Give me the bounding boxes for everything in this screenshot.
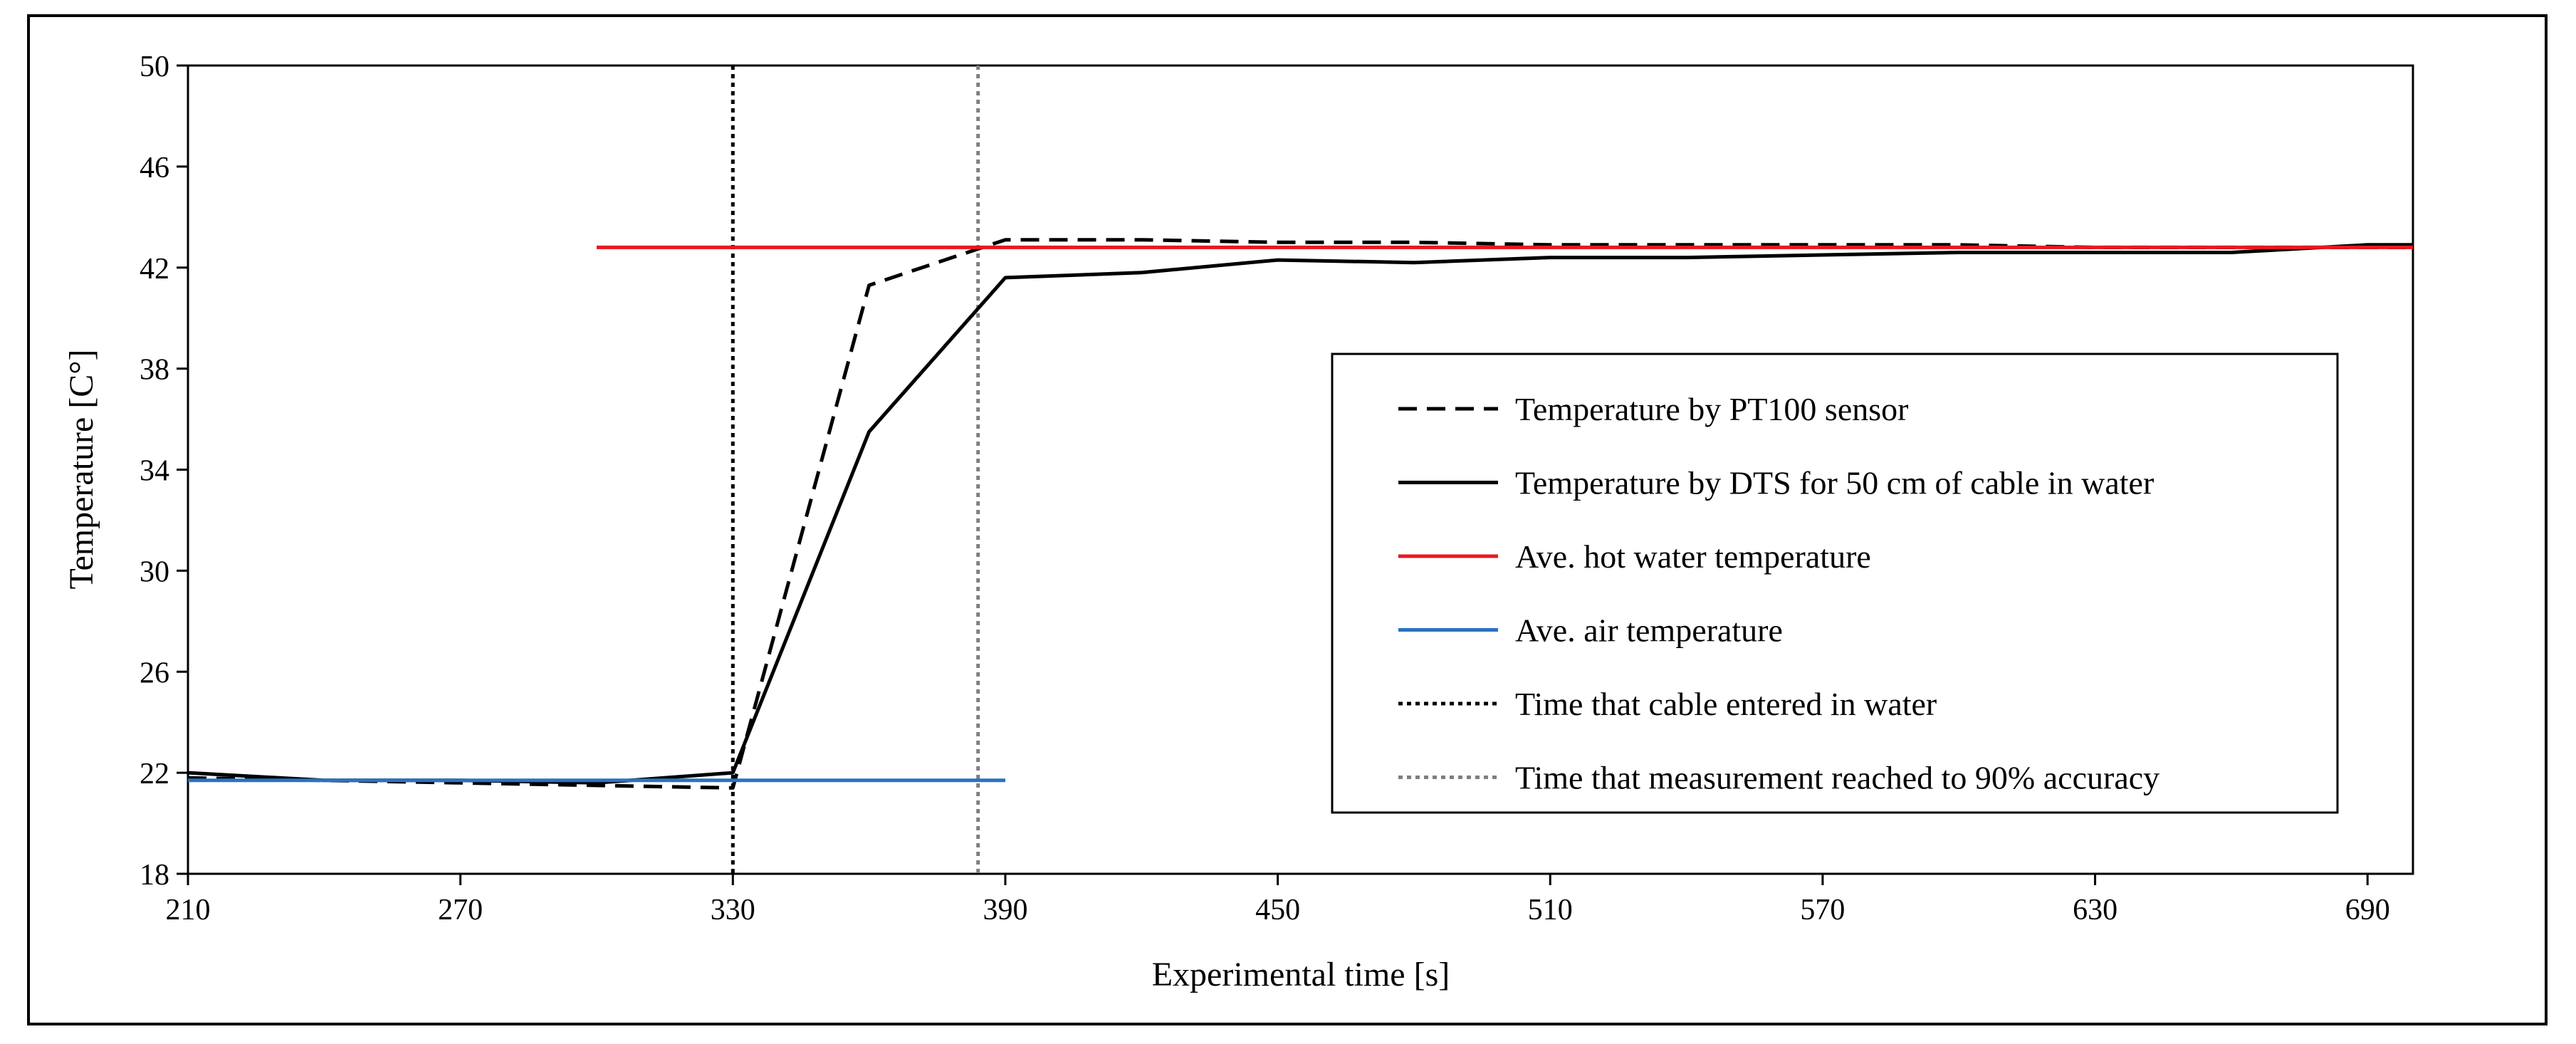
y-tick-label: 50 — [140, 51, 169, 83]
legend-label-6: Time that measurement reached to 90% acc… — [1515, 760, 2159, 796]
legend-label-3: Ave. hot water temperature — [1515, 538, 1871, 575]
x-tick-label: 510 — [1528, 894, 1573, 926]
series-lines — [187, 238, 2413, 790]
chart-svg: 18 22 26 30 34 38 42 46 50 210 270 330 390 450 510 570… — [63, 51, 2414, 993]
x-tick-label: 570 — [1800, 894, 1845, 926]
y-axis-title: Temperature [C°] — [63, 349, 100, 589]
x-tick-label: 330 — [711, 894, 755, 926]
x-tick-label: 630 — [2073, 894, 2117, 926]
x-tick-label: 450 — [1255, 894, 1300, 926]
chart-frame: 18 22 26 30 34 38 42 46 50 210 270 330 390 450 510 570… — [27, 14, 2548, 1025]
x-axis-title: Experimental time [s] — [1152, 956, 1450, 993]
y-axis-ticks: 18 22 26 30 34 38 42 46 50 — [140, 51, 188, 892]
x-tick-label: 690 — [2345, 894, 2390, 926]
legend: Temperature by PT100 sensor Temperature b… — [1331, 353, 2339, 814]
y-tick-label: 22 — [140, 758, 169, 790]
x-axis-ticks: 210 270 330 390 450 510 570 630 690 — [166, 874, 2390, 926]
legend-label-1: Temperature by PT100 sensor — [1515, 391, 1908, 427]
y-tick-label: 34 — [140, 455, 169, 488]
y-tick-label: 18 — [140, 859, 169, 892]
x-tick-label: 210 — [166, 894, 211, 926]
legend-items: Temperature by PT100 sensor Temperature b… — [1398, 391, 2159, 796]
x-tick-label: 390 — [983, 894, 1027, 926]
y-tick-label: 38 — [140, 354, 169, 387]
y-tick-label: 26 — [140, 657, 169, 689]
x-tick-label: 270 — [438, 894, 483, 926]
legend-box — [1331, 353, 2339, 814]
legend-label-2: Temperature by DTS for 50 cm of cable in… — [1515, 465, 2154, 501]
legend-label-5: Time that cable entered in water — [1515, 686, 1937, 722]
legend-label-4: Ave. air temperature — [1515, 612, 1783, 649]
vertical-reference-lines — [731, 66, 980, 874]
series-line-2 — [187, 243, 2413, 785]
y-tick-label: 30 — [140, 555, 169, 588]
y-tick-label: 42 — [140, 253, 169, 286]
plot-area: 18 22 26 30 34 38 42 46 50 210 270 330 390 450 510 570… — [140, 51, 2414, 926]
y-tick-label: 46 — [140, 152, 169, 184]
